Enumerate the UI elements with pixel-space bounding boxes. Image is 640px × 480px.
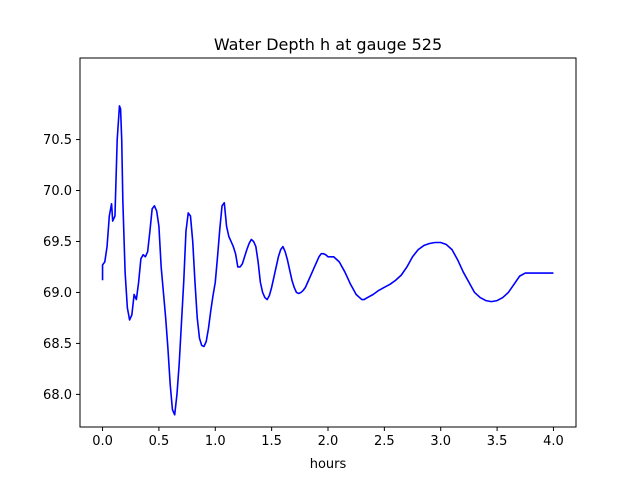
x-tick-label: 1.5	[261, 434, 282, 449]
y-tick-label: 68.5	[43, 337, 72, 352]
y-tick-label: 69.5	[43, 235, 72, 250]
x-tick-label: 2.0	[318, 434, 339, 449]
y-tick-label: 70.5	[43, 133, 72, 148]
x-tick-label: 3.5	[487, 434, 508, 449]
y-tick-label: 69.0	[43, 286, 72, 301]
x-tick-label: 4.0	[543, 434, 564, 449]
x-tick-label: 1.0	[205, 434, 226, 449]
x-axis: 0.0 0.5 1.0 1.5 2.0 2.5 3.0 3.5 4.0	[92, 427, 564, 449]
x-axis-label: hours	[310, 457, 347, 472]
plot-area-frame	[79, 57, 577, 428]
chart-title: Water Depth h at gauge 525	[214, 35, 442, 54]
series-layer	[101, 105, 554, 416]
x-tick-label: 3.0	[430, 434, 451, 449]
y-tick-label: 70.0	[43, 184, 72, 199]
series-line-0	[101, 105, 554, 416]
y-axis: 68.0 68.5 69.0 69.5 70.0 70.5	[43, 133, 80, 403]
y-tick-label: 68.0	[43, 388, 72, 403]
x-tick-label: 0.0	[92, 434, 113, 449]
x-tick-label: 2.5	[374, 434, 395, 449]
x-tick-label: 0.5	[149, 434, 170, 449]
